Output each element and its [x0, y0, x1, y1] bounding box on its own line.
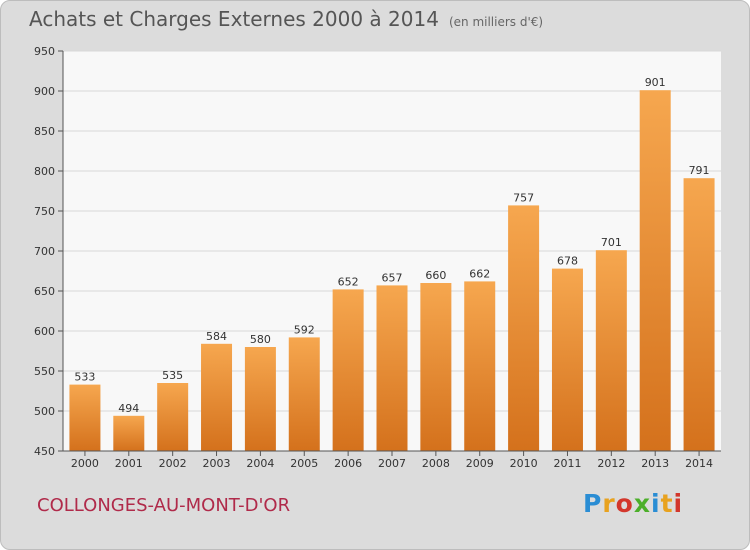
bar-2008 — [420, 283, 452, 451]
data-label-2006: 652 — [338, 275, 359, 288]
data-label-2014: 791 — [689, 164, 710, 177]
bar-2003 — [201, 343, 233, 451]
chart-title-text: Achats et Charges Externes 2000 à 2014 — [29, 7, 439, 31]
x-tick-labels: 2000 2001 2002 2003 2004 2005 2006 2007 2008 2009… — [71, 451, 713, 470]
y-tick-label: 950 — [34, 45, 55, 58]
x-tick-label: 2005 — [290, 457, 318, 470]
logo-letter: P — [583, 489, 603, 518]
y-tick-label: 600 — [34, 325, 55, 338]
bar-2013 — [639, 90, 671, 451]
y-tick-label: 900 — [34, 85, 55, 98]
y-tick-label: 750 — [34, 205, 55, 218]
bar-2014 — [683, 178, 715, 451]
logo-letter: x — [633, 489, 651, 518]
y-tick-label: 800 — [34, 165, 55, 178]
y-tick-label: 700 — [34, 245, 55, 258]
bar-2000 — [69, 384, 101, 451]
data-label-2013: 901 — [645, 76, 666, 89]
bar-2007 — [376, 285, 408, 451]
proxiti-logo: Proxiti — [583, 489, 683, 518]
chart-subtitle: (en milliers d'€) — [448, 15, 544, 29]
bar-2009 — [464, 281, 496, 451]
bar-2010 — [508, 205, 540, 451]
x-tick-label: 2014 — [685, 457, 713, 470]
data-label-2009: 662 — [469, 267, 490, 280]
x-tick-label: 2004 — [246, 457, 274, 470]
y-tick-label: 500 — [34, 405, 55, 418]
y-tick-label: 550 — [34, 365, 55, 378]
bar-2002 — [157, 383, 189, 451]
x-tick-label: 2003 — [203, 457, 231, 470]
bars — [69, 90, 715, 451]
bar-2006 — [332, 289, 364, 451]
data-label-2002: 535 — [162, 369, 183, 382]
x-tick-label: 2013 — [641, 457, 669, 470]
logo-letter: i — [651, 489, 661, 518]
data-label-2008: 660 — [425, 269, 446, 282]
x-tick-label: 2012 — [597, 457, 625, 470]
x-tick-label: 2006 — [334, 457, 362, 470]
commune-name: COLLONGES-AU-MONT-D'OR — [37, 495, 291, 516]
data-labels: 533 494 535 584 580 592 652 657 660 662 757 678 701 9… — [74, 76, 709, 415]
x-tick-label: 2000 — [71, 457, 99, 470]
x-tick-label: 2009 — [466, 457, 494, 470]
data-label-2004: 580 — [250, 333, 271, 346]
x-tick-label: 2002 — [159, 457, 187, 470]
data-label-2007: 657 — [382, 271, 403, 284]
logo-letter: t — [660, 489, 674, 518]
y-tick-label: 650 — [34, 285, 55, 298]
chart-title: Achats et Charges Externes 2000 à 2014 (e… — [29, 7, 543, 31]
data-label-2012: 701 — [601, 236, 622, 249]
data-label-2001: 494 — [118, 402, 139, 415]
bar-2005 — [288, 337, 320, 451]
data-label-2000: 533 — [74, 371, 95, 384]
y-tick-label: 850 — [34, 125, 55, 138]
logo-letter: i — [673, 489, 684, 518]
data-label-2011: 678 — [557, 255, 578, 268]
x-tick-label: 2001 — [115, 457, 143, 470]
data-label-2010: 757 — [513, 191, 534, 204]
data-label-2003: 584 — [206, 330, 227, 343]
y-tick-label: 450 — [34, 445, 55, 458]
x-tick-label: 2011 — [553, 457, 581, 470]
bar-2004 — [244, 347, 276, 451]
x-tick-label: 2008 — [422, 457, 450, 470]
y-tick-labels: 450 500 550 600 650 700 750 800 850 900 950 — [34, 45, 63, 458]
data-label-2005: 592 — [294, 323, 315, 336]
logo-letter: o — [615, 489, 634, 518]
logo-letter: r — [602, 489, 616, 518]
bar-2011 — [551, 268, 583, 451]
x-tick-label: 2010 — [510, 457, 538, 470]
bar-2001 — [113, 415, 145, 451]
bar-2012 — [595, 250, 627, 451]
x-tick-label: 2007 — [378, 457, 406, 470]
